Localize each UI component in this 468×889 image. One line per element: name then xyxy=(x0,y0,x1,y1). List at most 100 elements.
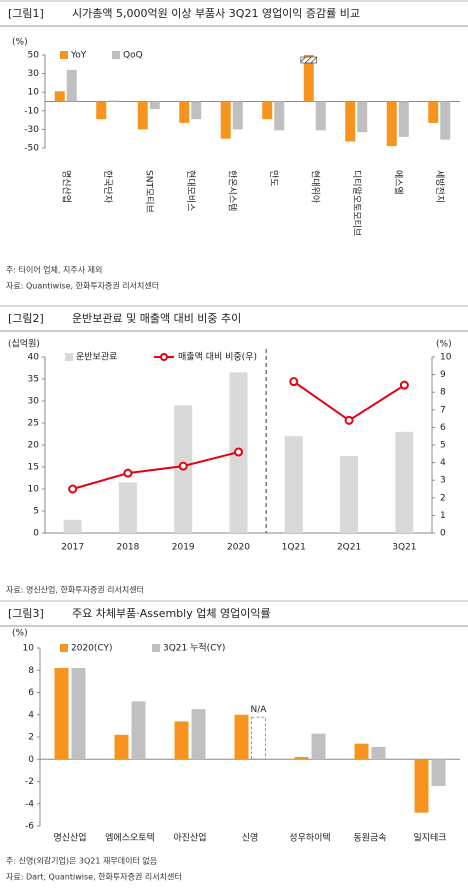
bar xyxy=(174,721,189,760)
y-tick-label: 30 xyxy=(28,397,40,407)
y2-tick-label: 0 xyxy=(440,529,446,539)
bar xyxy=(371,747,386,760)
y-tick-label: 10 xyxy=(23,644,35,654)
x-tick-label: 한국단자 xyxy=(102,170,113,204)
missing-bar xyxy=(251,716,266,760)
x-tick-label: 만도 xyxy=(268,170,279,187)
bar xyxy=(345,101,356,142)
y2-axis-unit: (%) xyxy=(436,340,452,350)
bar xyxy=(262,101,273,120)
source-note: 주: 신영(외감기업)은 3Q21 재무데이터 없음 xyxy=(6,856,157,866)
bar xyxy=(431,759,446,786)
x-tick-label: 현대모비스 xyxy=(185,170,196,211)
x-tick-label: 한온시스템 xyxy=(226,170,238,211)
x-tick-label: 동원금속 xyxy=(353,833,386,844)
y-tick-label: 25 xyxy=(28,419,39,429)
bar xyxy=(149,101,160,109)
bar xyxy=(440,101,451,140)
x-tick-label: 일지테크 xyxy=(413,833,446,844)
bar xyxy=(232,101,243,130)
y-tick-label: 8 xyxy=(28,666,34,676)
y-tick-label: -2 xyxy=(25,777,34,787)
x-tick-label: 엠에스오토텍 xyxy=(105,832,155,844)
y-tick-label: 20 xyxy=(28,441,40,451)
x-tick-label: 아진산업 xyxy=(173,833,206,844)
y-axis-unit: (%) xyxy=(12,38,28,48)
figure-title: 시가총액 5,000억원 이상 부품사 3Q21 영업이익 증감률 비교 xyxy=(72,7,360,20)
y2-tick-label: 5 xyxy=(440,441,446,451)
y-tick-label: 50 xyxy=(28,51,40,61)
bar xyxy=(386,101,397,147)
figure-label: [그림2] xyxy=(8,312,44,325)
y2-tick-label: 8 xyxy=(440,388,446,398)
legend-swatch xyxy=(60,51,68,59)
bar xyxy=(108,100,119,102)
figure-label: [그림1] xyxy=(8,7,44,20)
bar xyxy=(71,668,86,760)
line-point xyxy=(399,380,409,390)
x-tick-label: 현대위아 xyxy=(309,170,320,204)
y2-tick-label: 4 xyxy=(440,458,446,468)
legend-swatch xyxy=(65,353,73,361)
axis-break xyxy=(300,56,318,64)
y-tick-label: 10 xyxy=(28,485,40,495)
bar xyxy=(54,668,69,760)
legend-label: YoY xyxy=(70,51,87,61)
line-point xyxy=(234,447,243,457)
bar xyxy=(179,101,190,123)
bar xyxy=(315,101,326,131)
y-tick-label: 0 xyxy=(33,529,39,539)
x-tick-label: 신영 xyxy=(242,833,259,844)
bar xyxy=(234,714,249,760)
figure-title: 운반보관료 및 매출액 대비 비중 추이 xyxy=(72,312,241,325)
x-tick-label: 2017 xyxy=(61,543,84,553)
y2-tick-label: 3 xyxy=(440,476,446,486)
bar xyxy=(340,456,359,533)
y2-tick-label: 9 xyxy=(440,370,446,380)
line-point xyxy=(178,461,188,471)
y-axis-unit: (%) xyxy=(12,629,28,639)
x-tick-label: 3Q21 xyxy=(392,543,416,553)
legend-swatch xyxy=(152,644,160,652)
y2-tick-label: 2 xyxy=(440,493,446,503)
bar xyxy=(220,101,231,139)
legend-label: QoQ xyxy=(123,51,143,61)
bar xyxy=(428,101,439,123)
x-tick-label: 성우하이텍 xyxy=(289,833,330,844)
bar xyxy=(66,69,77,102)
bar xyxy=(354,743,369,760)
y-tick-label: 5 xyxy=(33,507,39,517)
source-note: 자료: 명신산업, 한화투자증권 리서치센터 xyxy=(6,585,144,595)
legend-label: 3Q21 누적(CY) xyxy=(163,642,225,654)
x-tick-label: 2020 xyxy=(227,543,250,553)
y-tick-label: 2 xyxy=(28,733,34,743)
x-tick-label: 에스엘 xyxy=(392,170,403,195)
y2-tick-label: 7 xyxy=(440,405,446,415)
bar xyxy=(357,101,368,133)
x-tick-label: 2018 xyxy=(116,543,139,553)
legend-label: 2020(CY) xyxy=(71,644,113,654)
y2-tick-label: 10 xyxy=(440,353,452,363)
y2-tick-label: 6 xyxy=(440,423,446,433)
y-tick-label: -6 xyxy=(25,822,34,832)
bar xyxy=(284,436,303,533)
y-tick-label: 40 xyxy=(28,353,40,363)
legend-swatch xyxy=(160,353,168,361)
x-tick-label: 2019 xyxy=(172,543,195,553)
legend-swatch xyxy=(112,51,120,59)
y-tick-label: 4 xyxy=(28,710,34,720)
y-tick-label: 30 xyxy=(28,69,40,79)
figure-title: 주요 차체부품·Assembly 업체 영업이익률 xyxy=(72,607,271,620)
x-tick-label: SNT모티브 xyxy=(143,170,154,213)
y-tick-label: -4 xyxy=(25,799,34,809)
x-tick-label: 세방전지 xyxy=(434,170,445,203)
y-tick-label: 10 xyxy=(28,88,40,98)
y-axis-unit: (십억원) xyxy=(8,338,40,350)
source-note: 자료: Dart, Quantiwise, 한화투자증권 리서치센터 xyxy=(6,872,182,882)
legend-swatch xyxy=(60,644,68,652)
bar xyxy=(96,101,107,120)
y-tick-label: 35 xyxy=(28,375,39,385)
